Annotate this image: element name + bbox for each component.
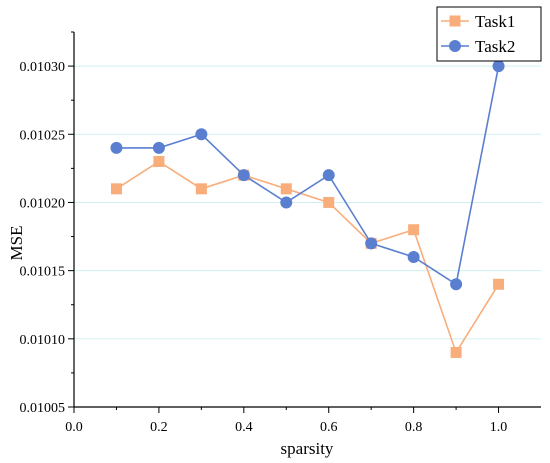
y-tick-label: 0.01025	[20, 128, 66, 143]
legend: Task1 Task2	[436, 6, 542, 62]
series-task2	[110, 60, 505, 291]
legend-marker	[449, 15, 461, 27]
data-point	[322, 169, 335, 182]
axes: 0.0 0.2 0.4 0.6 0.8 1.0 0.01005 0.01010 0.01015 0…	[20, 31, 541, 435]
data-point	[153, 156, 165, 168]
data-point	[450, 278, 463, 291]
x-tick-label: 0.6	[320, 420, 338, 435]
data-point	[237, 169, 250, 182]
legend-marker	[449, 40, 461, 52]
x-tick-label: 1.0	[490, 420, 508, 435]
data-point	[280, 196, 293, 209]
y-tick-label: 0.01030	[20, 60, 66, 75]
x-axis-title: sparsity	[281, 439, 334, 458]
series-task1	[110, 156, 505, 358]
data-point	[407, 251, 420, 263]
data-point	[493, 278, 505, 290]
data-point	[195, 128, 208, 141]
x-tick-label: 0.0	[65, 420, 83, 435]
data-point	[195, 183, 207, 195]
series-line	[116, 160, 500, 355]
y-tick-label: 0.01010	[20, 333, 66, 348]
x-tick-label: 0.8	[405, 420, 423, 435]
data-series	[110, 60, 505, 358]
legend-label: Task2	[475, 37, 515, 56]
data-point	[152, 141, 165, 154]
x-tick-label: 0.4	[235, 420, 253, 435]
legend-item: Task1	[441, 12, 515, 31]
legend-label: Task1	[475, 12, 515, 31]
data-point	[408, 224, 420, 236]
data-point	[323, 196, 335, 208]
y-tick-label: 0.01015	[20, 265, 66, 280]
series-line	[116, 65, 500, 286]
data-point	[450, 346, 462, 358]
data-point	[492, 60, 505, 73]
data-point	[110, 183, 122, 195]
y-tick-label: 0.01020	[20, 196, 66, 211]
x-tick-label: 0.2	[150, 420, 168, 435]
data-point	[110, 141, 123, 154]
y-axis-title: MSE	[7, 226, 26, 261]
data-point	[365, 237, 378, 250]
grid-lines	[74, 65, 541, 408]
y-tick-label: 0.01005	[20, 401, 66, 416]
data-point	[280, 183, 292, 195]
legend-item: Task2	[441, 37, 515, 56]
